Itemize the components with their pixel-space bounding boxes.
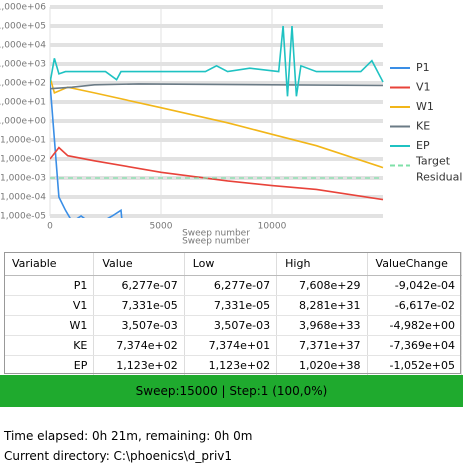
table-cell: 6,277e-07 bbox=[93, 275, 185, 296]
legend-label: EP bbox=[416, 139, 430, 152]
x-axis-label: Sweep number bbox=[182, 229, 250, 239]
table-row: P1 6,277e-07 6,277e-07 7,608e+29 -9,042e-04 bbox=[4, 275, 463, 296]
legend-label: P1 bbox=[416, 61, 430, 74]
y-tick-label: 1,000e-01 bbox=[0, 136, 46, 146]
column-header: Low bbox=[184, 252, 278, 276]
variable-table: Variable Value Low High ValueChange P1 6,277e-… bbox=[4, 252, 463, 376]
residual-chart: Sweep number Sweep number 1,000e+06 1,000… bbox=[0, 3, 462, 247]
table-cell: -1,052e+05 bbox=[367, 355, 463, 376]
table-cell: -7,369e+04 bbox=[367, 335, 463, 356]
table-cell: -6,617e-02 bbox=[367, 295, 463, 316]
table-row: EP 1,123e+02 1,123e+02 1,020e+38 -1,052e+05 bbox=[4, 355, 463, 376]
y-tick-label: 1,000e+02 bbox=[0, 79, 46, 89]
table-row: KE 7,374e+02 7,374e+01 7,371e+37 -7,369e+04 bbox=[4, 335, 463, 356]
table-cell: -4,982e+00 bbox=[367, 315, 463, 336]
legend-label: W1 bbox=[416, 100, 434, 113]
y-tick-label: 1,000e+03 bbox=[0, 60, 46, 70]
directory-info: Current directory: C:\phoenics\d_priv1 bbox=[4, 449, 233, 463]
table-cell: 3,507e-03 bbox=[184, 315, 278, 336]
series-line bbox=[50, 25, 384, 97]
table-cell: -9,042e-04 bbox=[367, 275, 463, 296]
table-cell: W1 bbox=[4, 315, 95, 336]
y-tick-label: 1,000e+04 bbox=[0, 41, 46, 51]
table-cell: EP bbox=[4, 355, 95, 376]
y-tick-label: 1,000e-03 bbox=[0, 174, 46, 184]
table-cell: 6,277e-07 bbox=[184, 275, 278, 296]
table-cell: 7,371e+37 bbox=[276, 335, 368, 356]
series-line bbox=[50, 83, 384, 90]
x-tick-label: 0 bbox=[47, 222, 53, 232]
x-axis-label: Sweep number bbox=[182, 237, 250, 247]
table-cell: 3,507e-03 bbox=[93, 315, 185, 336]
table-cell: KE bbox=[4, 335, 95, 356]
column-header: ValueChange bbox=[367, 252, 463, 276]
series-line bbox=[50, 146, 384, 201]
legend-label: Target Residual bbox=[415, 155, 462, 184]
table-row: W1 3,507e-03 3,507e-03 3,968e+33 -4,982e+00 bbox=[4, 315, 463, 336]
series-line bbox=[50, 82, 123, 218]
table-cell: 1,123e+02 bbox=[93, 355, 185, 376]
status-bar: Sweep:15000 | Step:1 (100,0%) bbox=[0, 375, 463, 407]
y-tick-label: 1,000e+05 bbox=[0, 22, 46, 32]
column-header: High bbox=[276, 252, 368, 276]
legend-label: V1 bbox=[416, 81, 431, 94]
table-cell: 7,331e-05 bbox=[93, 295, 185, 316]
table-cell: V1 bbox=[4, 295, 95, 316]
series-line bbox=[50, 77, 384, 169]
table-cell: 7,608e+29 bbox=[276, 275, 368, 296]
x-tick-label: 10000 bbox=[258, 222, 287, 232]
legend-label: KE bbox=[416, 120, 430, 133]
table-cell: 7,374e+01 bbox=[184, 335, 278, 356]
table-cell: 7,374e+02 bbox=[93, 335, 185, 356]
table-cell: 8,281e+31 bbox=[276, 295, 368, 316]
y-tick-label: 1,000e-04 bbox=[0, 193, 46, 203]
column-header: Variable bbox=[4, 252, 95, 276]
table-cell: 3,968e+33 bbox=[276, 315, 368, 336]
y-tick-label: 1,000e+00 bbox=[0, 117, 46, 127]
y-tick-label: 1,000e+06 bbox=[0, 3, 46, 13]
y-tick-label: 1,000e-02 bbox=[0, 155, 46, 165]
table-cell: 7,331e-05 bbox=[184, 295, 278, 316]
column-header: Value bbox=[93, 252, 185, 276]
table-row: V1 7,331e-05 7,331e-05 8,281e+31 -6,617e-02 bbox=[4, 295, 463, 316]
table-cell: P1 bbox=[4, 275, 95, 296]
x-tick-label: 5000 bbox=[150, 222, 173, 232]
table-cell: 1,123e+02 bbox=[184, 355, 278, 376]
y-tick-label: 1,000e+01 bbox=[0, 98, 46, 108]
y-tick-label: 1,000e-05 bbox=[0, 212, 46, 222]
time-info: Time elapsed: 0h 21m, remaining: 0h 0m bbox=[4, 429, 253, 443]
table-cell: 1,020e+38 bbox=[276, 355, 368, 376]
